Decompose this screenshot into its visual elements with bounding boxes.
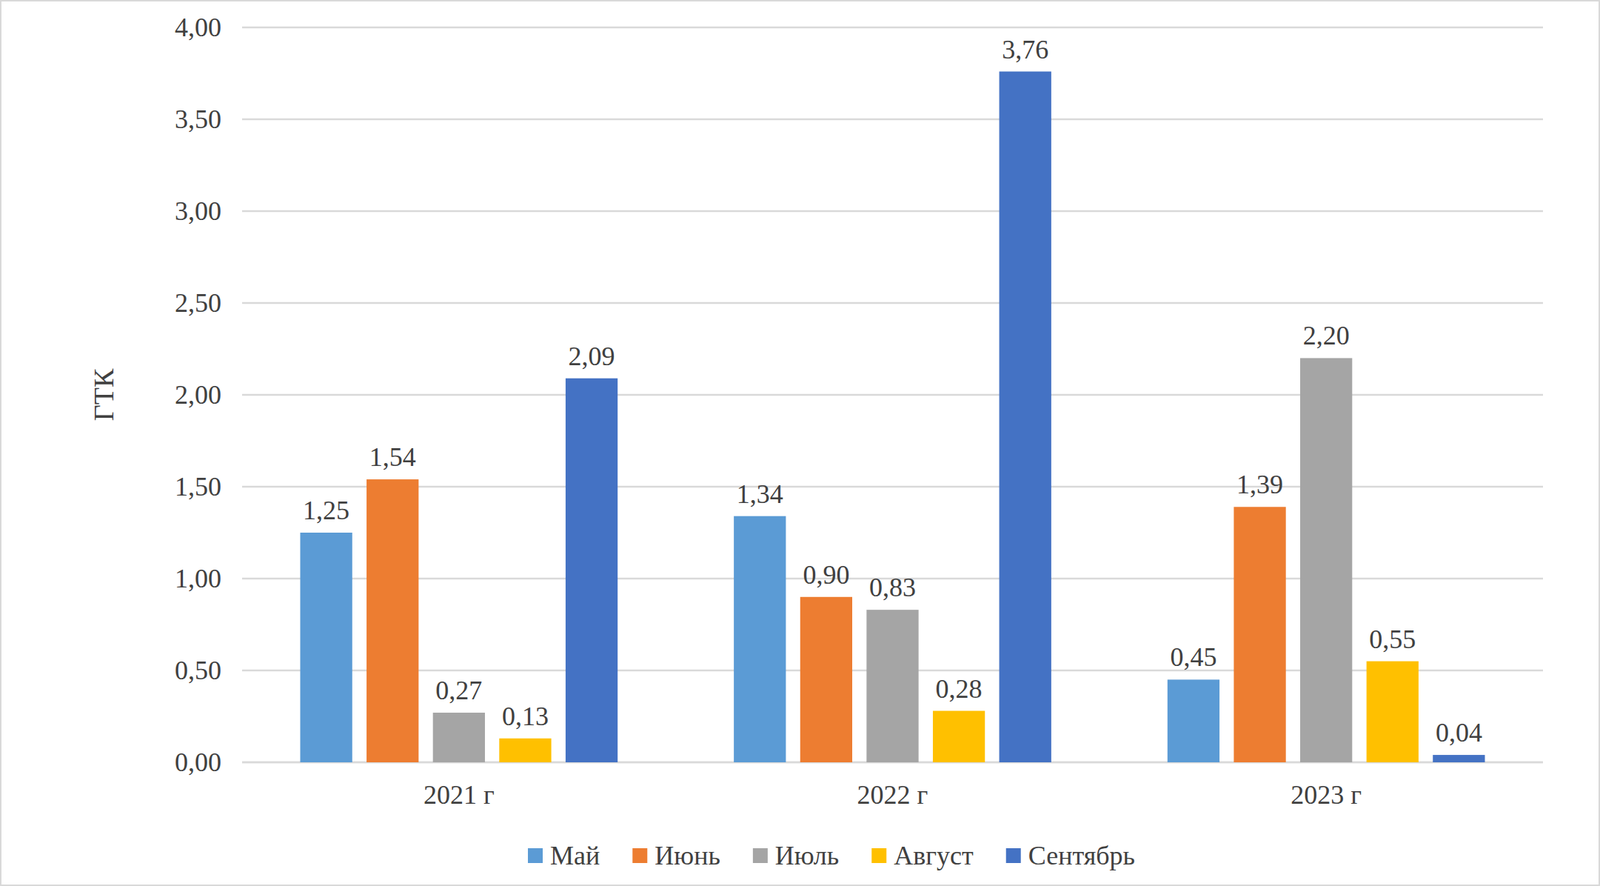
data-label: 1,34 <box>736 479 784 509</box>
data-label: 0,13 <box>501 701 549 731</box>
x-tick-label: 2022 г <box>857 779 929 810</box>
grid <box>242 27 1543 762</box>
bar <box>299 532 352 762</box>
y-tick-label: 3,00 <box>174 196 222 226</box>
chart-background <box>0 0 1600 885</box>
bar <box>1432 754 1485 762</box>
y-axis-label: ГТК <box>88 367 120 421</box>
legend: Май Июнь Июль Август Сентябрь <box>527 840 1136 870</box>
bar <box>366 479 419 762</box>
grid-line <box>242 26 1543 29</box>
data-label: 0,83 <box>869 572 916 602</box>
y-tick-label: 2,50 <box>174 288 222 318</box>
grid-line <box>242 118 1543 121</box>
legend-label: Сентябрь <box>1028 840 1136 870</box>
grid-line <box>242 210 1543 213</box>
bar <box>565 378 618 762</box>
legend-label: Август <box>893 840 974 870</box>
data-label: 2,09 <box>568 341 616 371</box>
bar <box>800 596 853 762</box>
data-label: 1,25 <box>302 495 350 525</box>
data-label: 0,04 <box>1435 717 1483 748</box>
legend-swatch <box>871 847 887 863</box>
legend-label: Май <box>550 840 600 870</box>
grid-line <box>242 302 1543 305</box>
bar <box>1233 506 1286 762</box>
bar <box>932 710 985 762</box>
data-labels: 1,25 1,54 0,27 0,13 2,09 1,34 0,90 0,83 0,28 3,76… <box>302 34 1483 748</box>
bar <box>1300 357 1352 762</box>
bars <box>299 71 1485 762</box>
y-tick-label: 2,00 <box>174 379 222 410</box>
bar <box>1366 661 1419 762</box>
y-tick-label: 4,00 <box>174 12 222 43</box>
legend-swatch <box>752 847 768 863</box>
legend-label: Июнь <box>654 840 721 870</box>
y-tick-label: 3,50 <box>174 104 222 135</box>
data-label: 0,45 <box>1169 641 1217 672</box>
legend-swatch <box>632 847 648 863</box>
data-label: 1,39 <box>1236 469 1284 500</box>
bar <box>499 738 551 762</box>
data-label: 0,27 <box>435 675 482 705</box>
bar <box>733 516 786 762</box>
x-tick-label: 2023 г <box>1290 779 1362 810</box>
y-tick-label: 1,00 <box>174 563 222 594</box>
chart: 0,00 0,50 1,00 1,50 2,00 2,50 3,00 3,50 4,00 ГТК 1… <box>0 0 1600 886</box>
legend-swatch <box>527 847 543 863</box>
data-label: 0,55 <box>1368 624 1416 654</box>
data-label: 0,90 <box>802 559 850 590</box>
data-label: 3,76 <box>1001 34 1049 65</box>
y-tick-label: 0,50 <box>174 655 222 685</box>
legend-label: Июль <box>775 840 839 870</box>
bar <box>433 712 485 762</box>
bar <box>1167 678 1220 762</box>
legend-swatch <box>1006 847 1022 863</box>
data-label: 0,28 <box>935 673 983 704</box>
data-label: 1,54 <box>369 442 417 472</box>
x-tick-label: 2021 г <box>423 779 495 810</box>
bar <box>999 71 1052 762</box>
data-label: 2,20 <box>1303 320 1350 351</box>
y-tick-label: 0,00 <box>174 747 222 777</box>
bar <box>866 609 919 762</box>
y-tick-label: 1,50 <box>174 471 222 502</box>
